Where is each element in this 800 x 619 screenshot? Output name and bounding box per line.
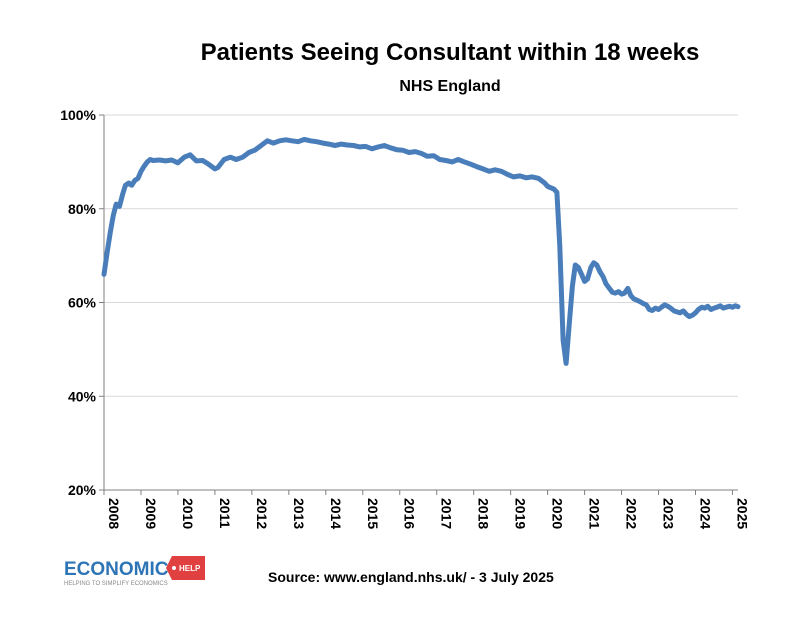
x-tick-label: 2012 — [254, 498, 270, 529]
x-tick-label: 2015 — [365, 498, 381, 529]
source-note: Source: www.england.nhs.uk/ - 3 July 202… — [268, 569, 554, 585]
y-axis: 20% 40% 60% 80% 100% — [60, 107, 105, 498]
x-tick-label: 2020 — [550, 498, 566, 529]
x-tick-label: 2016 — [402, 498, 418, 529]
x-tick-label: 2018 — [476, 498, 492, 529]
x-tick-label: 2010 — [180, 498, 196, 529]
x-tick-label: 2014 — [328, 498, 344, 529]
x-tick-label: 2017 — [439, 498, 455, 529]
logo-help-tag: HELP — [166, 556, 205, 580]
series-line — [101, 136, 741, 366]
x-tick-label: 2025 — [734, 498, 750, 529]
gridlines — [104, 114, 738, 397]
x-tick-label: 2021 — [587, 498, 603, 529]
y-tick-label: 40% — [68, 388, 97, 404]
x-tick-label: 2009 — [143, 498, 159, 529]
logo-wordmark: ECONOMICS — [64, 559, 181, 580]
x-tick-label: 2022 — [624, 498, 640, 529]
x-tick-label: 2013 — [291, 498, 307, 529]
x-axis: 2008 2009 2010 2011 2012 2013 2014 2015 2016 2017… — [103, 489, 750, 529]
y-tick-label: 80% — [68, 201, 97, 217]
economics-help-logo[interactable]: ECONOMICS HELP HELPING TO SIMPLIFY ECONO… — [64, 556, 205, 587]
x-tick-label: 2024 — [697, 498, 713, 529]
plot-area — [101, 136, 741, 366]
y-tick-label: 100% — [60, 107, 96, 123]
chart-subtitle: NHS England — [399, 78, 500, 95]
logo-tag-text: HELP — [179, 564, 201, 573]
y-tick-label: 20% — [68, 482, 97, 498]
chart-title: Patients Seeing Consultant within 18 wee… — [201, 39, 700, 66]
logo-tagline: HELPING TO SIMPLIFY ECONOMICS — [64, 581, 168, 587]
x-tick-label: 2011 — [217, 498, 233, 529]
x-tick-label: 2019 — [513, 498, 529, 529]
x-tick-label: 2023 — [661, 498, 677, 529]
x-tick-label: 2008 — [106, 498, 122, 529]
y-tick-label: 60% — [68, 295, 97, 311]
